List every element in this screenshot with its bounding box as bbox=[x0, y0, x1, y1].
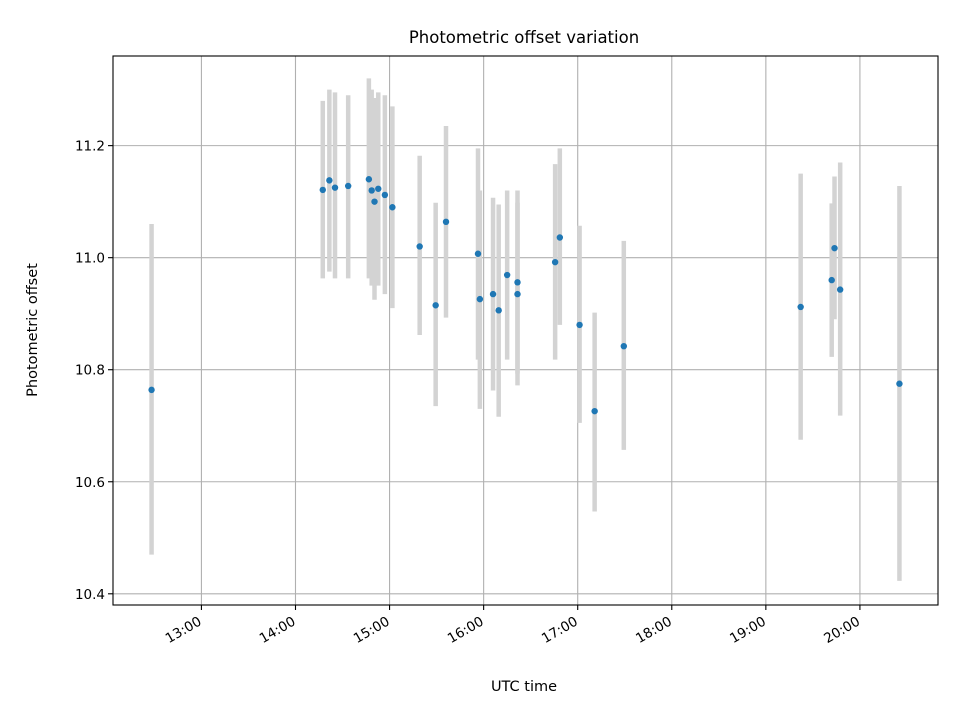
data-point bbox=[831, 244, 838, 252]
data-point bbox=[148, 386, 155, 394]
data-point bbox=[514, 290, 521, 298]
data-point bbox=[319, 186, 326, 194]
data-point bbox=[474, 250, 482, 257]
data-point bbox=[896, 380, 903, 387]
data-point bbox=[331, 184, 339, 191]
data-point bbox=[495, 307, 502, 314]
data-point bbox=[556, 234, 564, 241]
data-points bbox=[148, 176, 903, 415]
data-point bbox=[326, 177, 333, 184]
data-point bbox=[503, 271, 511, 279]
data-point bbox=[551, 258, 559, 266]
data-point bbox=[797, 303, 804, 311]
data-point bbox=[828, 276, 835, 284]
x-axis-label: UTC time bbox=[491, 679, 557, 695]
y-axis-ticks: 10.4 10.6 10.8 11.0 11.2 bbox=[75, 139, 113, 603]
y-tick-label: 10.8 bbox=[75, 363, 105, 379]
data-point bbox=[371, 198, 378, 205]
data-point bbox=[375, 185, 382, 192]
y-tick-label: 10.6 bbox=[75, 475, 105, 491]
data-point bbox=[620, 342, 628, 350]
data-point bbox=[416, 243, 423, 250]
data-point bbox=[381, 191, 389, 199]
chart-title: Photometric offset variation bbox=[409, 28, 639, 47]
y-tick-label: 11.0 bbox=[75, 251, 105, 267]
data-point bbox=[432, 302, 439, 309]
data-point bbox=[591, 407, 598, 415]
data-point bbox=[442, 218, 450, 226]
data-point bbox=[489, 290, 497, 298]
data-point bbox=[476, 295, 484, 303]
y-tick-label: 11.2 bbox=[75, 139, 105, 155]
data-point bbox=[389, 204, 396, 211]
data-point bbox=[836, 286, 844, 293]
data-point bbox=[514, 279, 521, 286]
data-point bbox=[344, 182, 352, 190]
y-axis-label: Photometric offset bbox=[25, 263, 41, 397]
y-tick-label: 10.4 bbox=[75, 587, 105, 603]
data-point bbox=[365, 176, 373, 183]
plot-frame bbox=[112, 55, 939, 606]
data-point bbox=[368, 187, 375, 194]
data-point bbox=[576, 321, 583, 329]
